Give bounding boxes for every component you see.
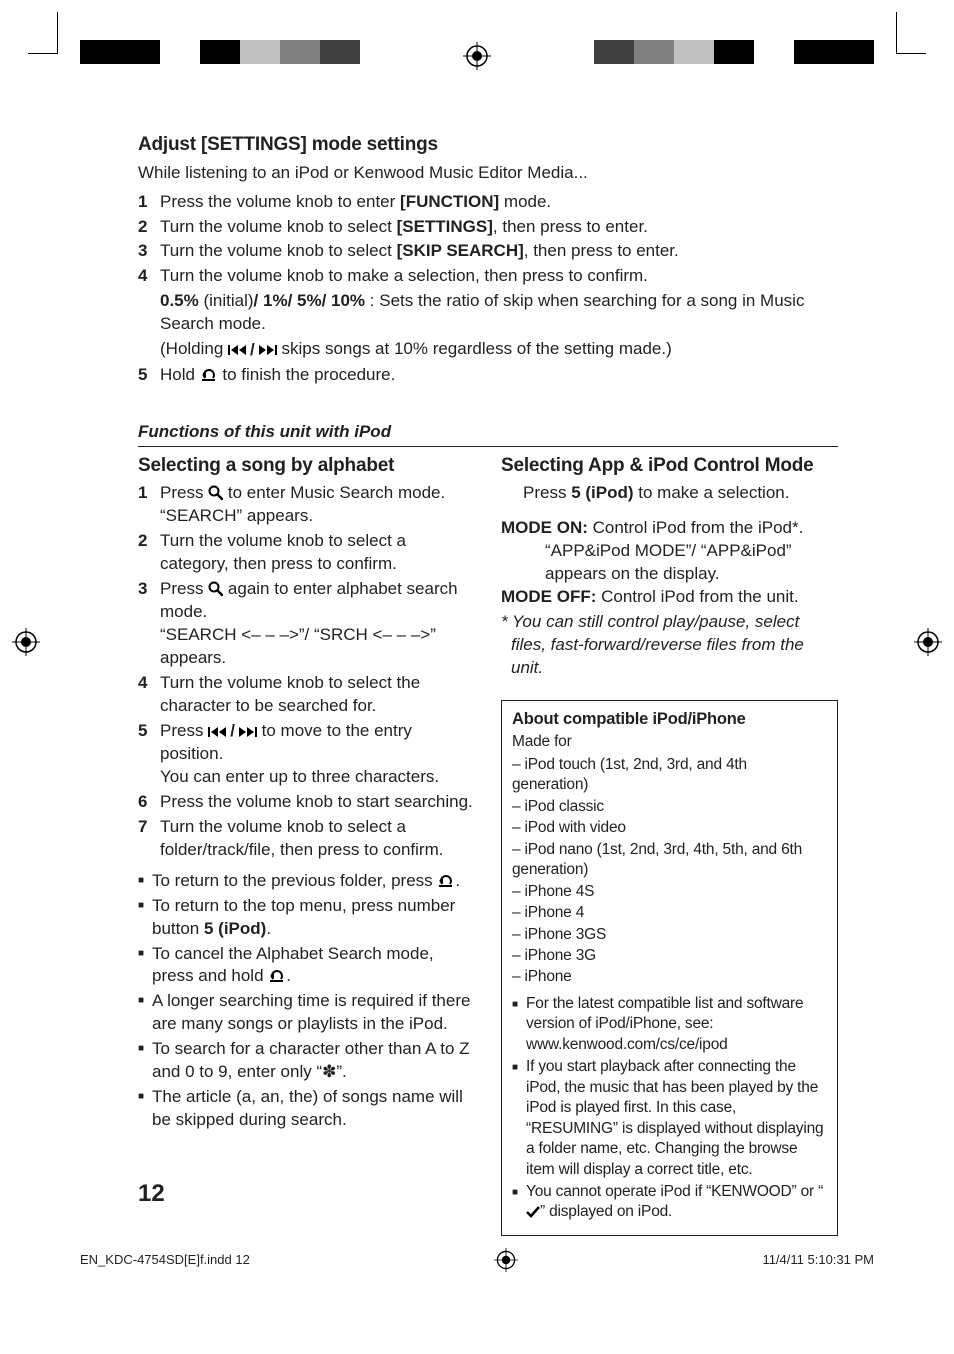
color-bar-right bbox=[554, 40, 874, 64]
skip-next-icon bbox=[237, 726, 257, 738]
made-for: Made for bbox=[512, 732, 827, 752]
search-icon bbox=[208, 581, 223, 596]
mode-note: * You can still control play/pause, sele… bbox=[501, 611, 838, 680]
step: 5Hold to finish the procedure. bbox=[138, 364, 838, 387]
step: 2Turn the volume knob to select a catego… bbox=[138, 530, 475, 576]
bullet: ■To search for a character other than A … bbox=[138, 1038, 475, 1084]
step: 4Turn the volume knob to make a selectio… bbox=[138, 265, 838, 361]
step: 7Turn the volume knob to select a folder… bbox=[138, 816, 475, 862]
footer: EN_KDC-4754SD[E]f.indd 12 11/4/11 5:10:3… bbox=[80, 1248, 874, 1272]
list-item: iPhone 3GS bbox=[512, 925, 827, 945]
bullet: ■To return to the top menu, press number… bbox=[138, 895, 475, 941]
list-item: iPhone 4 bbox=[512, 903, 827, 923]
label: MODE OFF: bbox=[501, 587, 596, 606]
footer-filename: EN_KDC-4754SD[E]f.indd 12 bbox=[80, 1251, 250, 1269]
text: Control iPod from the unit. bbox=[596, 587, 798, 606]
right-column: Selecting App & iPod Control Mode Press … bbox=[501, 453, 838, 1236]
list-item: iPhone 4S bbox=[512, 882, 827, 902]
appmode-heading: Selecting App & iPod Control Mode bbox=[501, 453, 838, 479]
text: Control iPod from the iPod*. bbox=[588, 518, 803, 537]
skip-icons: / bbox=[208, 720, 257, 743]
list-item: iPod with video bbox=[512, 818, 827, 838]
back-icon bbox=[437, 874, 455, 888]
skip-prev-icon bbox=[208, 726, 228, 738]
alphabet-bullets: ■To return to the previous folder, press… bbox=[138, 870, 475, 1132]
list-item: iPhone 3G bbox=[512, 946, 827, 966]
label: MODE ON: bbox=[501, 518, 588, 537]
skip-icons: / bbox=[228, 339, 277, 362]
registration-mark-bottom bbox=[494, 1248, 518, 1272]
left-column: Selecting a song by alphabet 1Press to e… bbox=[138, 453, 475, 1236]
step: 3Turn the volume knob to select [SKIP SE… bbox=[138, 240, 838, 263]
mode-on-sub: “APP&iPod MODE”/ “APP&iPod” appears on t… bbox=[501, 540, 838, 586]
list-item: iPhone bbox=[512, 967, 827, 987]
bullet: ■A longer searching time is required if … bbox=[138, 990, 475, 1036]
bullet: ■To return to the previous folder, press… bbox=[138, 870, 475, 893]
skip-next-icon bbox=[257, 344, 277, 356]
alphabet-heading: Selecting a song by alphabet bbox=[138, 453, 475, 479]
step: 6Press the volume knob to start searchin… bbox=[138, 791, 475, 814]
check-icon bbox=[526, 1206, 540, 1218]
text: 5 (iPod) bbox=[571, 483, 633, 502]
search-icon bbox=[208, 485, 223, 500]
list-item: iPod nano (1st, 2nd, 3rd, 4th, 5th, and … bbox=[512, 840, 827, 881]
step: 4Turn the volume knob to select the char… bbox=[138, 672, 475, 718]
list-item: iPod touch (1st, 2nd, 3rd, and 4th gener… bbox=[512, 755, 827, 796]
step: 2Turn the volume knob to select [SETTING… bbox=[138, 216, 838, 239]
back-icon bbox=[200, 368, 218, 382]
settings-heading: Adjust [SETTINGS] mode settings bbox=[138, 132, 838, 158]
step: 5Press / to move to the entry position.Y… bbox=[138, 720, 475, 789]
skip-prev-icon bbox=[228, 344, 248, 356]
back-icon bbox=[268, 969, 286, 983]
list-item: iPod classic bbox=[512, 797, 827, 817]
mode-off: MODE OFF: Control iPod from the unit. bbox=[501, 586, 838, 609]
registration-mark-top bbox=[463, 42, 491, 70]
footer-timestamp: 11/4/11 5:10:31 PM bbox=[762, 1251, 874, 1269]
functions-title: Functions of this unit with iPod bbox=[138, 421, 838, 444]
mode-on: MODE ON: Control iPod from the iPod*. bbox=[501, 517, 838, 540]
box-list: iPod touch (1st, 2nd, 3rd, and 4th gener… bbox=[512, 755, 827, 988]
registration-mark-right bbox=[914, 628, 942, 656]
divider bbox=[138, 446, 838, 447]
text: Press bbox=[523, 483, 571, 502]
page-number: 12 bbox=[138, 1178, 165, 1210]
registration-mark-left bbox=[12, 628, 40, 656]
compat-box: About compatible iPod/iPhone Made for iP… bbox=[501, 700, 838, 1236]
bullet: ■You cannot operate iPod if “KENWOOD” or… bbox=[512, 1182, 827, 1223]
step: 1Press the volume knob to enter [FUNCTIO… bbox=[138, 191, 838, 214]
color-bar-left bbox=[80, 40, 400, 64]
bullet: ■The article (a, an, the) of songs name … bbox=[138, 1086, 475, 1132]
appmode-intro: Press 5 (iPod) to make a selection. bbox=[501, 482, 838, 505]
text: to make a selection. bbox=[634, 483, 790, 502]
settings-intro: While listening to an iPod or Kenwood Mu… bbox=[138, 162, 838, 185]
box-bullets: ■For the latest compatible list and soft… bbox=[512, 994, 827, 1223]
bullet: ■If you start playback after connecting … bbox=[512, 1057, 827, 1180]
step: 1Press to enter Music Search mode.“SEARC… bbox=[138, 482, 475, 528]
settings-steps: 1Press the volume knob to enter [FUNCTIO… bbox=[138, 191, 838, 387]
bullet: ■For the latest compatible list and soft… bbox=[512, 994, 827, 1055]
bullet: ■To cancel the Alphabet Search mode, pre… bbox=[138, 943, 475, 989]
alphabet-steps: 1Press to enter Music Search mode.“SEARC… bbox=[138, 482, 475, 862]
box-title: About compatible iPod/iPhone bbox=[512, 709, 827, 731]
step: 3Press again to enter alphabet search mo… bbox=[138, 578, 475, 670]
page-content: Adjust [SETTINGS] mode settings While li… bbox=[138, 132, 838, 1236]
